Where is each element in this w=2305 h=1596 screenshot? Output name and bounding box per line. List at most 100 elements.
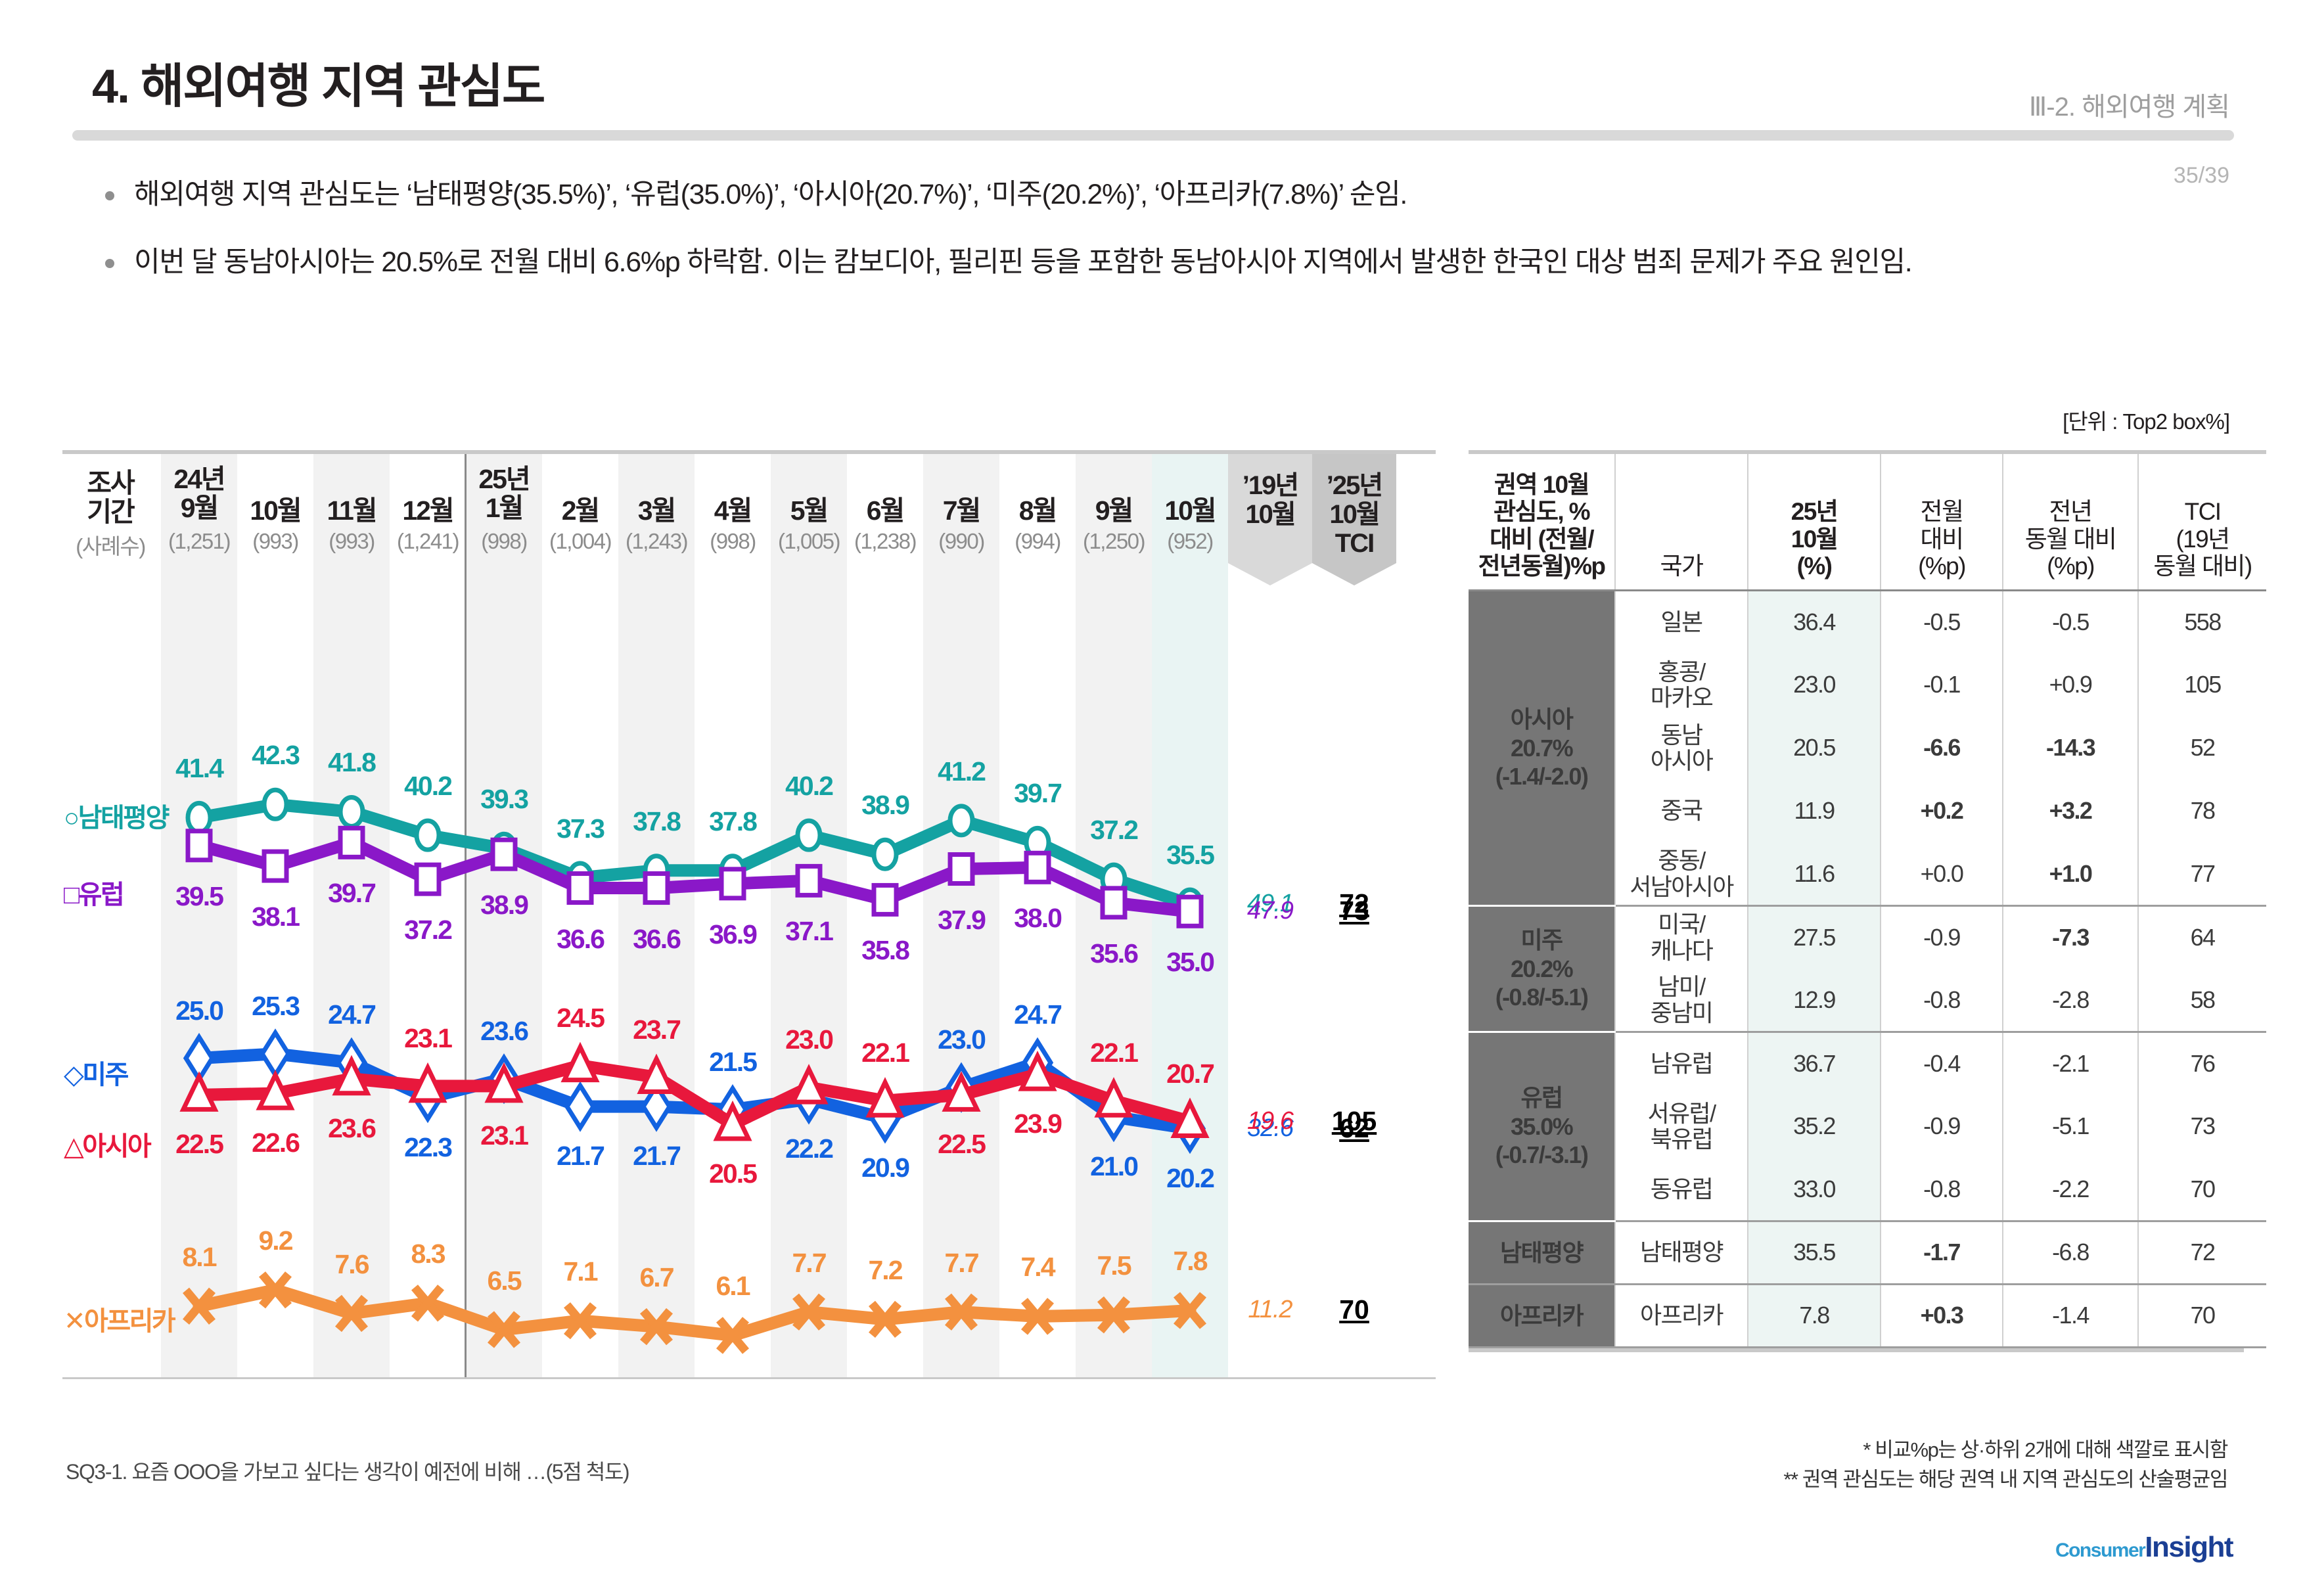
- table-cell-country: 남태평양: [1614, 1221, 1748, 1285]
- summary-bullet-2: 이번 달 동남아시아는 20.5%로 전월 대비 6.6%p 하락함. 이는 캄…: [105, 242, 2076, 283]
- title-underline-rule: [72, 130, 2234, 141]
- chart-value-label: 22.1: [1090, 1037, 1139, 1068]
- chart-month-label: 8월: [1018, 495, 1058, 526]
- col-header-line: (%): [1796, 553, 1833, 580]
- bullet-dot-icon: [105, 191, 114, 200]
- country-line: 동남: [1660, 721, 1703, 748]
- chart-sample-size: (998): [710, 529, 756, 553]
- table-cell-current: 36.4: [1747, 590, 1881, 654]
- chart-value-label: 23.1: [480, 1120, 529, 1151]
- table-cell-yoy: -2.8: [2002, 969, 2138, 1033]
- chart-sample-size: (1,005): [777, 529, 841, 553]
- table-cell-yoy: -2.2: [2002, 1158, 2138, 1222]
- table-row[interactable]: 동남 아시아 20.5 -6.6 -14.3 52: [1469, 716, 2266, 780]
- country-line: 홍콩/: [1658, 658, 1706, 685]
- table-row[interactable]: 홍콩/마카오 23.0 -0.1 +0.9 105: [1469, 653, 2266, 717]
- col-header-line: 동월 대비: [2024, 525, 2117, 553]
- legend-circle-icon: ○: [64, 804, 80, 833]
- table-row[interactable]: 동유럽 33.0 -0.8 -2.2 70: [1469, 1158, 2266, 1222]
- chart-month-label: 6월: [866, 495, 905, 526]
- chart-series-4: [179, 1041, 1210, 1141]
- chart-value-label: 40.2: [404, 771, 453, 802]
- country-line: 일본: [1660, 608, 1703, 636]
- group-name: 유럽: [1520, 1084, 1563, 1112]
- chart-value-label: 20.9: [861, 1152, 910, 1183]
- chart-value-label: 7.5: [1097, 1250, 1132, 1281]
- brand-logo: ConsumerInsight: [2055, 1531, 2234, 1564]
- table-cell-mom: -0.9: [1880, 1095, 2003, 1158]
- summary-bullet-2-text: 이번 달 동남아시아는 20.5%로 전월 대비 6.6%p 하락함. 이는 캄…: [134, 246, 1913, 278]
- chart-value-label: 23.0: [785, 1024, 834, 1055]
- chart-zebra-band: [771, 454, 847, 1377]
- chart-value-label: 22.1: [861, 1037, 910, 1068]
- chart-value-label: 37.9: [938, 904, 986, 935]
- chart-month-label: 9월: [180, 493, 219, 524]
- page-number: 35/39: [2173, 163, 2229, 188]
- table-cell-current: 36.7: [1747, 1032, 1881, 1095]
- table-cell-mom: -0.8: [1880, 969, 2003, 1033]
- chart-value-label: 22.2: [785, 1133, 834, 1164]
- chart-value-label: 23.6: [328, 1112, 377, 1143]
- table-cell-tci: 64: [2137, 905, 2266, 969]
- table-cell-tci: 70: [2137, 1158, 2266, 1222]
- table-row[interactable]: 아프리카 아프리카 7.8 +0.3 -1.4 70: [1469, 1284, 2266, 1348]
- table-row[interactable]: 아시아 20.7% (-1.4/-2.0) 일본 36.4 -0.5 -0.5 558: [1469, 590, 2266, 907]
- group-name: 미주: [1520, 926, 1563, 954]
- chart-sample-size: (994): [1015, 529, 1061, 553]
- chart-value-label: 37.8: [709, 806, 758, 836]
- col-header-line: 국가: [1660, 553, 1704, 580]
- chart-column-header: 10월: [1152, 465, 1228, 526]
- chart-value-label: 8.3: [411, 1239, 446, 1269]
- country-line: 중국: [1660, 797, 1703, 825]
- chart-ref2019-value: 32.6: [1247, 1114, 1294, 1142]
- chart-month-label: 2월: [561, 495, 601, 526]
- table-cell-mom: +0.0: [1880, 842, 2003, 907]
- chart-value-label: 24.7: [1014, 999, 1062, 1030]
- table-row[interactable]: 남미/중남미 12.9 -0.8 -2.8 58: [1469, 969, 2266, 1033]
- chart-value-label: 36.6: [557, 923, 605, 954]
- table-row[interactable]: 중동/서남아시아 11.6 +0.0 +1.0 77: [1469, 842, 2266, 907]
- chart-top-rule: [62, 450, 1436, 454]
- chart-value-label: 23.6: [480, 1015, 529, 1046]
- table-cell-current: 11.6: [1747, 842, 1881, 907]
- col-header-line: (%p): [1918, 553, 1966, 580]
- group-name: 남태평양: [1499, 1239, 1584, 1266]
- chart-value-label: 7.7: [792, 1247, 827, 1278]
- table-cell-mom: +0.3: [1880, 1284, 2003, 1348]
- chart-column-header: 8월: [999, 465, 1076, 526]
- chart-value-label: 41.2: [938, 756, 986, 787]
- chart-legend-item-아프리카: ✕아프리카: [64, 1300, 176, 1338]
- table-row[interactable]: 서유럽/북유럽 35.2 -0.9 -5.1 73: [1469, 1095, 2266, 1158]
- chart-legend-item-유럽: □유럽: [64, 873, 125, 911]
- table-group-cell-미주: 미주 20.2% (-0.8/-5.1): [1469, 905, 1615, 1033]
- chart-value-label: 38.0: [1014, 903, 1062, 934]
- group-name: 아시아: [1510, 706, 1574, 733]
- chart-column-header: 12월: [390, 465, 466, 526]
- chart-month-label: 10월: [250, 495, 302, 526]
- legend-cross-icon: ✕: [64, 1306, 86, 1336]
- chart-value-label: 21.7: [633, 1141, 681, 1172]
- chart-value-label: 38.9: [861, 790, 910, 821]
- chart-legend-item-아시아: △아시아: [64, 1125, 152, 1163]
- table-row[interactable]: 미주 20.2% (-0.8/-5.1) 미국/캐나다 27.5 -0.9 -7.3 64: [1469, 905, 2266, 1033]
- table-cell-tci: 76: [2137, 1032, 2266, 1095]
- table-cell-current: 35.2: [1747, 1095, 1881, 1158]
- table-row[interactable]: 유럽 35.0% (-0.7/-3.1) 남유럽 36.7 -0.4 -2.1 76: [1469, 1032, 2266, 1222]
- col-header-line: 대비 (전월/: [1490, 525, 1594, 553]
- country-line: 서남아시아: [1630, 873, 1734, 900]
- country-line: 아프리카: [1639, 1302, 1724, 1329]
- chart-zebra-band: [923, 454, 999, 1377]
- table-row[interactable]: 중국 11.9 +0.2 +3.2 78: [1469, 779, 2266, 843]
- table-row[interactable]: 남태평양 남태평양 35.5 -1.7 -6.8 72: [1469, 1221, 2266, 1285]
- chart-sample-size: (993): [329, 529, 375, 553]
- chart-column-header: 2월: [542, 465, 618, 526]
- chart-sample-size: (990): [938, 529, 985, 553]
- country-line: 서유럽/: [1647, 1099, 1717, 1127]
- chart-value-label: 22.5: [175, 1129, 224, 1160]
- table-cell-mom: -0.4: [1880, 1032, 2003, 1095]
- chart-column-header: 4월: [695, 465, 771, 526]
- table-cell-country: 홍콩/마카오: [1614, 653, 1748, 717]
- country-line: 아시아: [1650, 747, 1714, 775]
- table-cell-yoy: -7.3: [2002, 905, 2138, 969]
- chart-value-label: 7.7: [944, 1247, 980, 1278]
